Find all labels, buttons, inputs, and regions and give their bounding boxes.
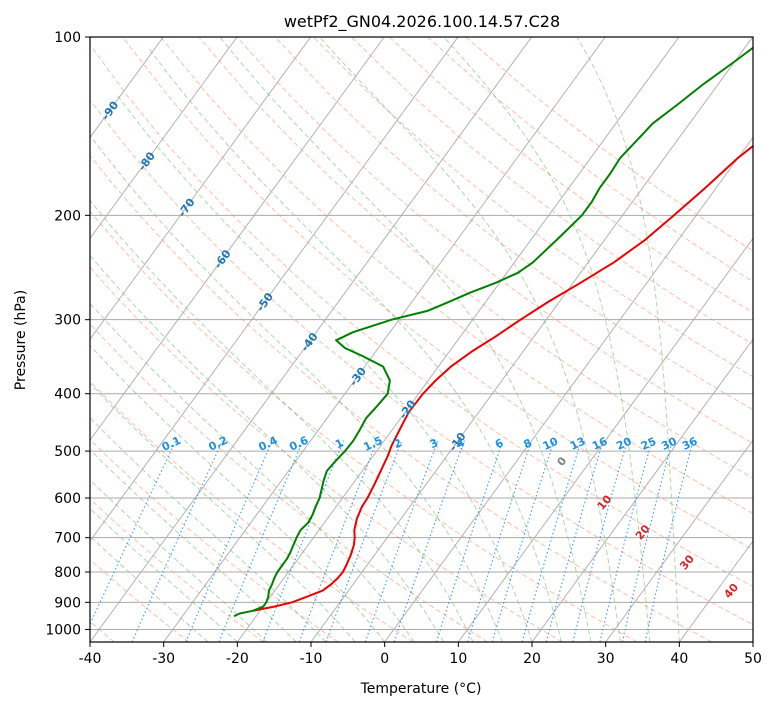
mixing-ratio-line	[325, 440, 403, 642]
dry-adiabat	[90, 210, 638, 642]
dewpoint-profile	[233, 46, 753, 618]
y-tick-label: 300	[54, 313, 81, 329]
x-tick-label: 20	[523, 651, 541, 667]
moist-adiabat	[90, 199, 474, 642]
isotherm	[457, 237, 753, 642]
isotherm	[310, 37, 753, 642]
y-tick-label: 400	[54, 387, 81, 403]
mixing-ratio-line	[185, 440, 273, 642]
mixing-ratio-line	[572, 440, 628, 642]
dry-adiabat	[90, 99, 753, 626]
moist-adiabat	[319, 37, 621, 642]
moist-adiabat	[116, 94, 533, 642]
plot-frame	[89, 36, 754, 643]
mixing-ratio-line	[466, 440, 532, 642]
y-tick-label: 800	[54, 565, 81, 581]
isotherm	[90, 37, 459, 542]
mixing-ratio-line	[621, 440, 673, 642]
isotherm	[90, 37, 238, 240]
dry-adiabat	[198, 37, 753, 479]
mixing-ratio-line	[218, 440, 304, 642]
y-axis-label: Pressure (hPa)	[13, 290, 29, 390]
y-tick-label: 500	[54, 444, 81, 460]
moist-adiabat	[90, 507, 238, 642]
mixing-ratio-line	[545, 440, 604, 642]
dry-adiabat	[90, 266, 563, 642]
temperature-profile	[252, 144, 753, 612]
dry-adiabat	[90, 558, 190, 642]
x-tick-label: -10	[300, 651, 323, 667]
y-tick-label: 900	[54, 595, 81, 611]
y-tick-label: 100	[54, 30, 81, 46]
x-tick-label: 50	[744, 651, 762, 667]
x-tick-label: -30	[152, 651, 175, 667]
x-axis: -40 -30 -20 -10 0 10 20 30 40 50	[79, 642, 762, 667]
mixing-ratio-label: 25	[639, 435, 658, 453]
isobars	[90, 37, 753, 630]
y-tick-label: 1000	[45, 622, 81, 638]
x-tick-label: 40	[670, 651, 688, 667]
y-axis: 100 200 300 400 500 600 700 800 900 1000	[45, 30, 90, 638]
mixing-ratio-lines	[90, 440, 694, 642]
isotherm	[90, 37, 312, 341]
x-tick-label: -20	[226, 651, 249, 667]
x-axis-label: Temperature (°C)	[360, 681, 482, 697]
plot-area: -100-90-80-70-60-50-40-30-20-100.10.20.4…	[90, 37, 753, 642]
mixing-ratio-label: 36	[680, 434, 700, 452]
moist-adiabat	[90, 382, 356, 642]
y-tick-label: 700	[54, 531, 81, 547]
moist-adiabat	[90, 254, 445, 642]
isotherm	[236, 37, 680, 642]
dry-adiabat	[312, 37, 753, 378]
moist-adiabat	[219, 37, 592, 642]
mixing-ratio-line	[644, 440, 694, 642]
isotherm	[90, 37, 385, 442]
x-tick-label: -40	[79, 651, 102, 667]
mixing-ratio-label: 30	[659, 435, 679, 453]
chart-title: wetPf2_GN04.2026.100.14.57.C28	[284, 12, 560, 32]
moist-adiabat	[443, 37, 651, 642]
dry-adiabat	[122, 37, 753, 551]
mixing-ratio-label: 20	[614, 435, 634, 453]
isotherm	[90, 37, 533, 642]
moist-adiabat	[576, 37, 680, 642]
x-tick-label: 30	[597, 651, 615, 667]
moist-adiabat	[90, 344, 386, 642]
x-tick-label: 0	[380, 651, 389, 667]
isotherm	[605, 439, 753, 642]
dry-adiabat	[90, 154, 712, 642]
moist-adiabat	[149, 49, 562, 642]
x-tick-label: 10	[449, 651, 467, 667]
dry-adiabat	[90, 43, 753, 588]
mixing-ratio-label: 13	[568, 435, 587, 453]
dry-adiabat	[350, 37, 753, 345]
mixing-ratio-line	[364, 440, 439, 642]
mixing-ratio-line	[599, 440, 653, 642]
y-tick-label: 200	[54, 208, 81, 224]
mixing-ratio-line	[131, 440, 224, 642]
isotherm	[163, 37, 606, 642]
mixing-ratio-line	[491, 440, 555, 642]
mixing-ratio-label: 10	[541, 435, 561, 453]
mixing-ratio-line	[521, 440, 582, 642]
y-tick-label: 600	[54, 491, 81, 507]
mixing-ratio-label: 16	[590, 435, 610, 453]
